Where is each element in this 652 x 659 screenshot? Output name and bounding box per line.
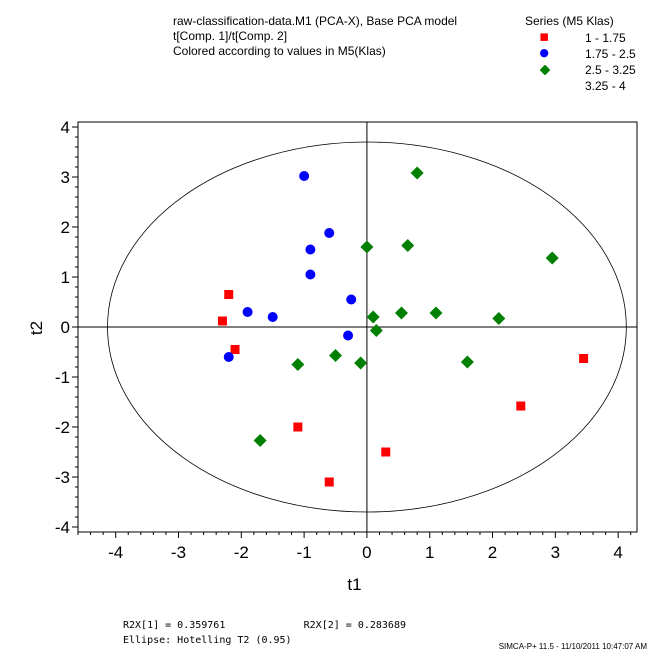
legend-label: 1 - 1.75 [585,31,626,45]
data-point-series-3 [460,355,474,369]
legend-marker [540,33,548,41]
data-point-series-3 [369,324,383,337]
title-line-3: Colored according to values in M5(Klas) [173,44,386,58]
y-tick-label: -4 [55,518,70,537]
data-point-series-3 [329,349,343,362]
model-stats: R2X[1] = 0.359761 R2X[2] = 0.283689 Elli… [123,618,406,648]
data-point-series-3 [394,306,408,320]
legend: Series (M5 Klas) 1 - 1.75 1.75 - 2.5 2.5 -… [525,14,636,94]
r2x-1: R2X[1] = 0.359761 [123,620,226,631]
title-line-2: t[Comp. 1]/t[Comp. 2] [173,29,288,43]
data-point-series-2 [242,307,253,317]
data-point-series-2 [267,312,278,322]
y-tick-label: -1 [55,368,70,387]
y-axis-label: t2 [27,321,46,335]
x-tick-label: -1 [297,543,312,562]
data-point-series-3 [360,240,374,254]
ellipse-note: Ellipse: Hotelling T2 (0.95) [123,635,292,646]
x-tick-label: -4 [108,543,123,562]
legend-label: 3.25 - 4 [585,79,626,93]
data-point-series-2 [305,244,316,255]
legend-label: 2.5 - 3.25 [585,63,636,77]
data-point-series-1 [217,316,227,326]
x-tick-label: -3 [171,543,186,562]
x-axis-label: t1 [347,575,361,594]
data-point-series-1 [293,422,303,432]
y-tick-label: 0 [61,318,70,337]
chart-title: raw-classification-data.M1 (PCA-X), Base… [173,14,457,59]
data-point-series-2 [346,294,357,305]
y-tick-label: 4 [61,118,70,137]
data-point-series-1 [381,447,391,457]
data-point-series-3 [291,358,305,371]
legend-square-marker [540,33,548,41]
data-point-series-2 [324,228,335,238]
y-tick-label: 2 [61,218,70,237]
x-tick-label: 2 [488,543,497,562]
data-point-series-3 [492,312,506,325]
legend-label: 1.75 - 2.5 [585,47,636,61]
legend-diamond-marker [540,65,550,75]
data-point-series-1 [324,477,334,487]
data-point-series-3 [410,166,424,180]
x-tick-label: 3 [551,543,560,562]
data-point-series-3 [545,251,559,265]
data-point-series-2 [343,330,354,341]
legend-marker [540,49,549,58]
x-tick-label: -2 [234,543,249,562]
data-point-series-1 [516,401,526,411]
data-point-series-3 [401,239,415,252]
legend-item: 3.25 - 4 [525,78,626,94]
data-point-series-2 [299,171,310,181]
data-point-series-3 [354,356,368,370]
r2x-2: R2X[2] = 0.283689 [303,620,406,631]
data-point-series-1 [224,290,234,299]
legend-item: 1.75 - 2.5 [525,46,636,62]
legend-title: Series (M5 Klas) [525,14,614,28]
y-tick-label: -2 [55,418,70,437]
data-point-series-1 [579,354,589,363]
legend-item: 2.5 - 3.25 [525,62,636,78]
y-tick-label: 1 [61,268,70,287]
legend-marker [540,65,550,75]
title-line-1: raw-classification-data.M1 (PCA-X), Base… [173,14,458,28]
data-point-series-3 [253,434,267,447]
x-tick-label: 1 [425,543,434,562]
x-tick-label: 0 [362,543,371,562]
data-point-series-3 [366,310,380,324]
data-point-series-3 [429,306,443,320]
y-tick-label: 3 [61,168,70,187]
legend-item: 1 - 1.75 [525,30,626,46]
data-point-series-2 [223,352,234,362]
software-footer: SIMCA-P+ 11.5 - 11/10/2011 10:47:07 AM [498,642,647,651]
x-tick-label: 4 [613,543,622,562]
y-tick-label: -3 [55,468,70,487]
legend-circle-marker [540,49,549,58]
data-point-series-1 [230,345,240,354]
data-point-series-2 [305,269,316,280]
